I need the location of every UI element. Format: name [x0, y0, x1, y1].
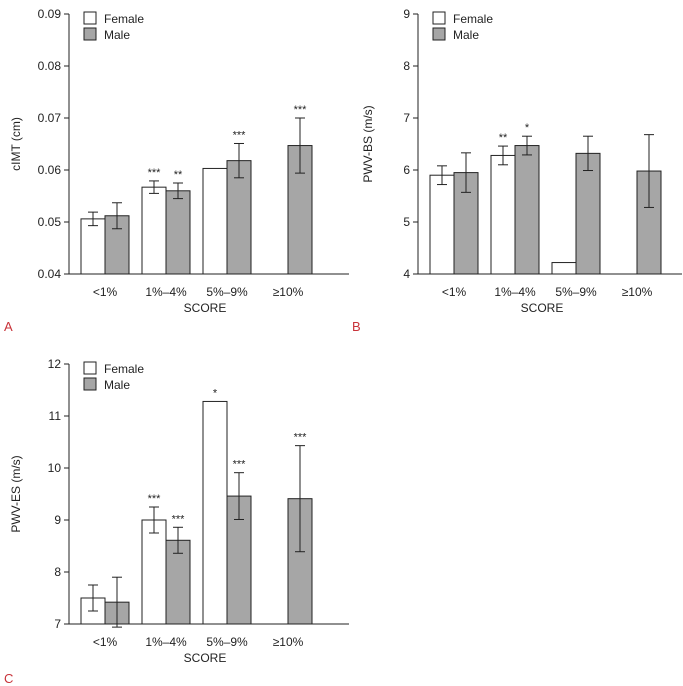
significance-label: ***: [148, 493, 162, 505]
significance-label: ***: [172, 513, 186, 525]
y-tick-label: 9: [403, 7, 410, 21]
bar-female: [80, 218, 106, 275]
x-tick-label: <1%: [93, 635, 118, 649]
y-axis-label: cIMT (cm): [9, 117, 23, 171]
bar-male: [575, 152, 601, 275]
x-tick-label: <1%: [93, 285, 118, 299]
significance-label: *: [213, 387, 218, 399]
x-tick-label: ≥10%: [622, 285, 653, 299]
panel-label-c: C: [4, 671, 13, 686]
legend-swatch-male: [83, 27, 97, 41]
legend-label-female: Female: [104, 12, 144, 26]
panel-label-a: A: [4, 319, 13, 334]
y-tick-label: 8: [54, 565, 61, 579]
significance-label: ***: [294, 432, 308, 444]
x-tick-label: 5%–9%: [206, 285, 248, 299]
x-tick-label: ≥10%: [273, 635, 304, 649]
legend-label-female: Female: [104, 362, 144, 376]
legend-swatch-female: [83, 11, 97, 25]
y-tick-label: 4: [403, 267, 410, 281]
bar-male: [226, 160, 252, 275]
x-axis-label: SCORE: [521, 301, 564, 315]
y-tick-label: 0.05: [38, 215, 62, 229]
y-tick-label: 0.08: [38, 59, 62, 73]
bar-female: [202, 167, 228, 275]
bar-female: [202, 400, 228, 625]
bar-female: [141, 186, 167, 275]
y-tick-label: 0.09: [38, 7, 62, 21]
y-axis-label: PWV-ES (m/s): [9, 455, 23, 532]
significance-label: ***: [148, 167, 162, 179]
panel-a: 0.04 0.05 0.06 0.07 0.08 0.09 cIMT (cm) SCORE <1…: [9, 7, 349, 315]
bar-male: [165, 190, 191, 275]
x-tick-label: 5%–9%: [206, 635, 248, 649]
legend-label-male: Male: [104, 28, 130, 42]
y-tick-label: 6: [403, 163, 410, 177]
y-tick-label: 11: [49, 409, 62, 423]
legend-swatch-female: [432, 11, 446, 25]
x-tick-label: 1%–4%: [145, 635, 187, 649]
x-tick-label: 1%–4%: [145, 285, 187, 299]
y-tick-label: 9: [54, 513, 61, 527]
y-tick-label: 8: [403, 59, 410, 73]
significance-label: *: [525, 122, 530, 134]
bar-male: [514, 145, 540, 275]
bar-male: [165, 539, 191, 625]
legend-swatch-female: [83, 361, 97, 375]
bar-female: [429, 174, 455, 275]
y-tick-label: 7: [54, 617, 61, 631]
x-tick-label: 5%–9%: [555, 285, 597, 299]
significance-label: **: [499, 132, 508, 144]
significance-label: **: [174, 169, 183, 181]
x-tick-label: 1%–4%: [494, 285, 536, 299]
significance-label: ***: [233, 129, 247, 141]
legend-swatch-male: [83, 377, 97, 391]
x-tick-label: ≥10%: [273, 285, 304, 299]
legend-label-male: Male: [453, 28, 479, 42]
y-tick-label: 12: [48, 357, 62, 371]
significance-label: ***: [294, 104, 308, 116]
legend-label-male: Male: [104, 378, 130, 392]
y-tick-label: 0.04: [38, 267, 62, 281]
x-axis-label: SCORE: [184, 651, 227, 665]
panel-label-b: B: [352, 319, 361, 334]
bar-female: [490, 154, 516, 275]
y-tick-label: 5: [403, 215, 410, 229]
y-tick-label: 0.07: [38, 111, 62, 125]
y-tick-label: 0.06: [38, 163, 62, 177]
y-tick-label: 10: [48, 461, 62, 475]
bar-female: [141, 519, 167, 625]
legend-label-female: Female: [453, 12, 493, 26]
bar-female: [551, 262, 577, 275]
y-axis-label: PWV-BS (m/s): [361, 105, 375, 182]
y-tick-label: 7: [403, 111, 410, 125]
x-tick-label: <1%: [442, 285, 467, 299]
x-axis-label: SCORE: [184, 301, 227, 315]
legend-swatch-male: [432, 27, 446, 41]
significance-label: ***: [233, 459, 247, 471]
